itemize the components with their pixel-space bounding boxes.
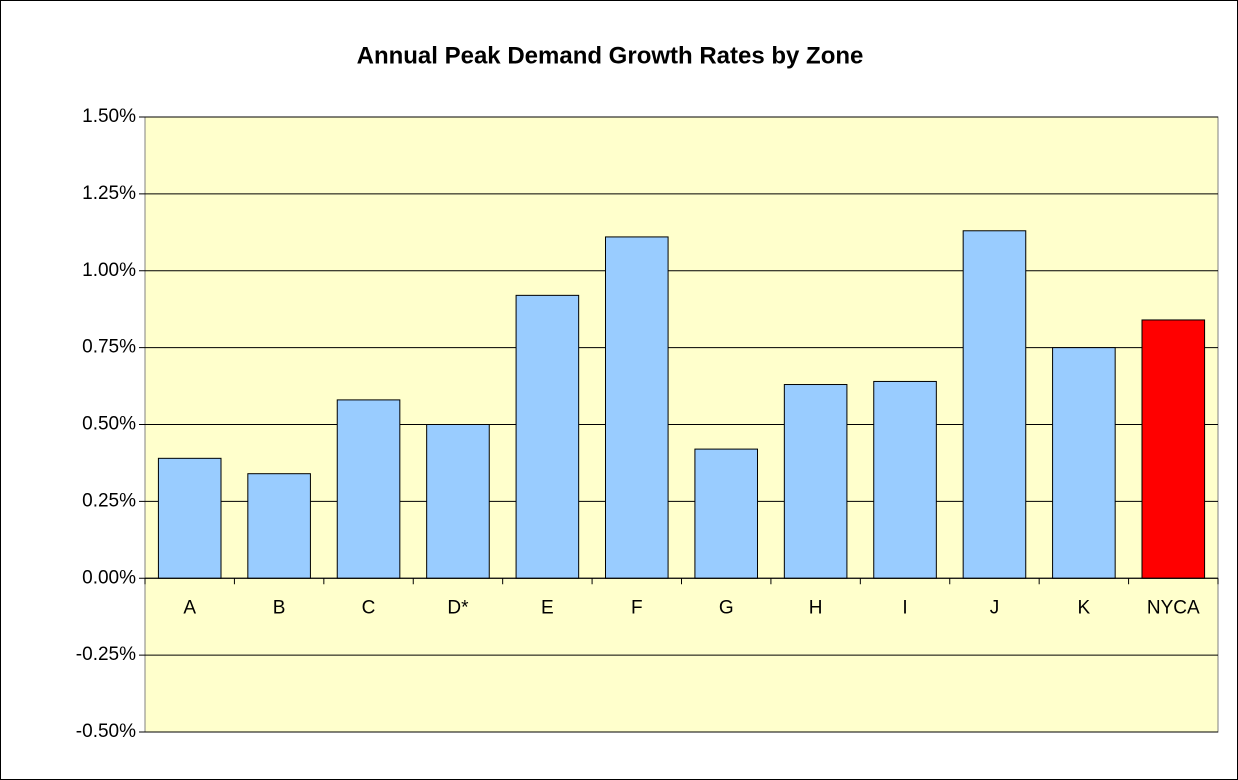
chart-title: Annual Peak Demand Growth Rates by Zone (357, 42, 864, 69)
y-tick-label: 1.50% (82, 106, 136, 127)
x-tick-label: A (183, 597, 196, 618)
bar (604, 236, 669, 579)
y-tick-label: 1.00% (82, 260, 136, 281)
bar (336, 399, 401, 579)
x-tick-label: F (631, 597, 643, 618)
bar (962, 230, 1027, 579)
x-tick-label: B (273, 597, 286, 618)
bar (1052, 347, 1116, 579)
y-tick-label: 0.50% (82, 414, 136, 435)
bar (247, 473, 311, 579)
y-tick-label: -0.50% (76, 721, 136, 742)
bar (157, 457, 222, 579)
x-tick-label: H (809, 597, 823, 618)
y-tick-label: 0.25% (82, 490, 136, 511)
x-tick-label: E (541, 597, 554, 618)
x-tick-label: G (719, 597, 734, 618)
bar (873, 380, 937, 579)
bar (1141, 319, 1206, 579)
x-tick-label: J (990, 597, 1000, 618)
x-tick-label: C (362, 597, 376, 618)
x-tick-label: I (902, 597, 907, 618)
x-tick-label: NYCA (1147, 597, 1200, 618)
y-tick-label: 0.75% (82, 337, 136, 358)
bar (426, 424, 490, 579)
y-tick-label: 0.00% (82, 567, 136, 588)
x-tick-label: K (1078, 597, 1091, 618)
bar (783, 384, 848, 579)
y-tick-label: -0.25% (76, 644, 136, 665)
y-tick-label: 1.25% (82, 183, 136, 204)
bar (694, 448, 759, 579)
x-tick-label: D* (447, 597, 469, 618)
bar (515, 294, 580, 579)
